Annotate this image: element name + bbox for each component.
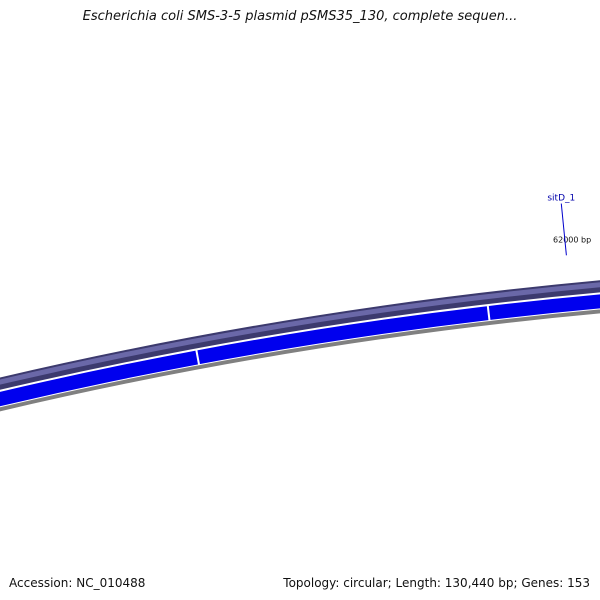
topology-summary: Topology: circular; Length: 130,440 bp; … [283,576,590,590]
gene-boundary [486,304,491,322]
gene-boundary [195,349,201,366]
accession-label: Accession: NC_010488 [9,576,146,590]
ruler-label: 62000 bp [553,236,591,245]
gene-labels: sitD_1sitC_1sitB_1 [547,194,575,256]
gene-track [0,294,600,407]
map-title: Escherichia coli SMS-3-5 plasmid pSMS35_… [82,9,518,24]
gene-arrow [196,306,490,365]
gene-leader-line [560,203,567,256]
plasmid-backbone-highlight [0,282,600,385]
gc-content-track [0,309,600,412]
gene-arrow [0,350,199,407]
gene-label: sitD_1 [547,194,575,204]
ruler-labels: 62000 bp62200 bp62400 bp62600 bp62800 bp… [553,236,591,245]
